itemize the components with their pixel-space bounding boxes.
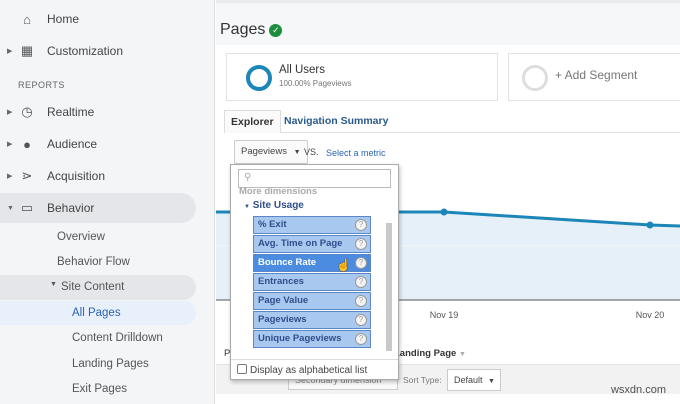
nav-realtime[interactable]: ▶ ◷ Realtime	[7, 104, 95, 119]
sidebar: ⌂ Home ▶ ▦ Customization REPORTS ▶ ◷ Realtime…	[0, 0, 215, 404]
select-metric-link[interactable]: Select a metric	[326, 148, 386, 158]
checkbox-icon	[237, 364, 247, 374]
header: Pages ✓	[216, 0, 680, 45]
tab-explorer[interactable]: Explorer	[224, 110, 281, 133]
empty-ring-icon	[522, 65, 548, 91]
main-content: Pages ✓ All Users 100.00% Pageviews + Add…	[216, 0, 680, 404]
metric-option[interactable]: Entrances?	[253, 273, 371, 291]
hand-cursor-icon: ☝	[336, 258, 351, 272]
acquisition-icon: ⋗	[21, 168, 33, 183]
nav-behavior[interactable]: ▼ ▭ Behavior	[0, 193, 196, 223]
nav-content-drilldown[interactable]: Content Drilldown	[72, 332, 163, 344]
nav-customization[interactable]: ▶ ▦ Customization	[7, 43, 124, 58]
metric-option[interactable]: % Exit?	[253, 216, 371, 234]
chevron-down-icon: ▼	[458, 351, 466, 358]
nav-landing-pages[interactable]: Landing Pages	[72, 358, 149, 370]
reports-heading: REPORTS	[18, 80, 65, 90]
collapse-icon: ▼	[7, 204, 14, 212]
add-segment-button[interactable]: + Add Segment	[508, 53, 680, 101]
help-icon[interactable]: ?	[355, 238, 367, 250]
expand-icon: ▶	[7, 173, 13, 180]
expand-icon: ▶	[7, 141, 13, 148]
metric-option[interactable]: Page Value?	[253, 292, 371, 310]
report-tabs: Explorer Navigation Summary	[224, 110, 680, 133]
metric-option[interactable]: Unique Pageviews?	[253, 330, 371, 348]
verified-check-icon: ✓	[269, 24, 283, 37]
chevron-down-icon: ▼	[293, 149, 301, 156]
page-title: Pages ✓	[220, 21, 283, 39]
metric-dropdown[interactable]: Pageviews ▼	[234, 140, 308, 164]
metric-option[interactable]: Pageviews?	[253, 311, 371, 329]
help-icon[interactable]: ?	[355, 276, 367, 288]
metric-option-highlighted[interactable]: Bounce Rate ☝?	[253, 254, 371, 272]
dashboard-icon: ▦	[20, 43, 34, 58]
primary-dimension-landing-page[interactable]: Landing Page ▼	[394, 348, 466, 359]
chart-point	[646, 221, 654, 229]
help-icon[interactable]: ?	[355, 295, 367, 307]
nav-exit-pages[interactable]: Exit Pages	[72, 383, 127, 395]
nav-all-pages[interactable]: All Pages	[0, 301, 196, 325]
clock-icon: ◷	[21, 104, 33, 119]
behavior-icon: ▭	[20, 200, 34, 215]
segment-all-users[interactable]: All Users 100.00% Pageviews	[226, 53, 498, 101]
watermark: wsxdn.com	[610, 384, 666, 396]
chart-point	[440, 208, 448, 216]
expand-icon: ▶	[7, 48, 13, 55]
expand-icon: ▶	[7, 109, 13, 116]
nav-overview[interactable]: Overview	[57, 231, 105, 243]
person-icon: ●	[23, 136, 31, 152]
help-icon[interactable]: ?	[355, 219, 367, 231]
sort-type-dropdown[interactable]: Default ▼	[447, 369, 501, 391]
alphabetical-checkbox[interactable]: Display as alphabetical list	[237, 364, 367, 376]
nav-behavior-flow[interactable]: Behavior Flow	[57, 256, 130, 268]
x-tick-label: Nov 19	[430, 310, 459, 320]
home-icon: ⌂	[23, 11, 31, 27]
metric-menu: ⚲ More dimensions ▼ Site Usage % Exit? A…	[230, 164, 399, 380]
collapse-icon: ▼	[244, 204, 250, 210]
nav-home[interactable]: ⌂ Home	[0, 4, 215, 34]
help-icon[interactable]: ?	[355, 257, 367, 269]
nav-acquisition[interactable]: ▶ ⋗ Acquisition	[7, 168, 106, 183]
search-icon: ⚲	[244, 172, 252, 183]
x-tick-label: Nov 20	[636, 310, 665, 320]
metric-option[interactable]: Avg. Time on Page?	[253, 235, 371, 253]
tab-navigation-summary[interactable]: Navigation Summary	[284, 115, 389, 127]
help-icon[interactable]: ?	[355, 314, 367, 326]
site-usage-group[interactable]: ▼ Site Usage	[244, 200, 304, 211]
nav-audience[interactable]: ▶ ● Audience	[7, 136, 98, 152]
segment-ring-icon	[246, 65, 272, 91]
help-icon[interactable]: ?	[355, 333, 367, 345]
metric-search-input[interactable]: ⚲	[238, 169, 391, 188]
chevron-down-icon: ▼	[488, 378, 495, 385]
collapse-icon: ▼	[50, 281, 57, 288]
menu-scrollbar[interactable]	[386, 223, 392, 351]
nav-site-content[interactable]: ▼ Site Content	[0, 275, 196, 300]
